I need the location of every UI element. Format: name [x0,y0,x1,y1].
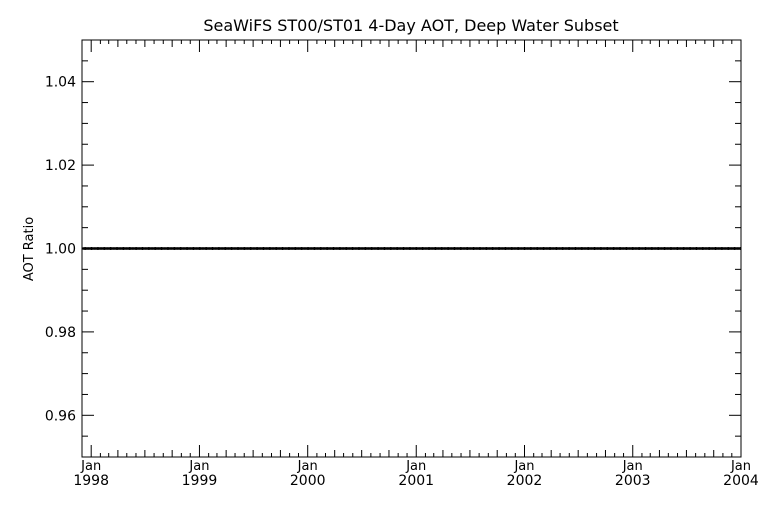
x-tick-month: Jan [405,459,426,474]
x-tick-month: Jan [622,459,643,474]
y-tick-label: 0.96 [45,408,76,424]
series-layer [81,247,741,250]
x-tick-month: Jan [297,459,318,474]
y-tick-label: 1.00 [45,242,76,258]
x-tick-year: 1999 [182,473,218,489]
x-tick-year: 1998 [73,473,109,489]
x-tick-year: 2001 [398,473,434,489]
y-axis-label: AOT Ratio [22,217,37,281]
x-tick-month: Jan [513,459,534,474]
y-tick-label: 1.04 [45,75,76,91]
x-tick-month: Jan [80,459,101,474]
x-tick-year: 2003 [615,473,651,489]
x-tick-year: 2002 [507,473,543,489]
x-tick-year: 2000 [290,473,326,489]
chart-title: SeaWiFS ST00/ST01 4-Day AOT, Deep Water … [203,16,618,35]
x-tick-month: Jan [188,459,209,474]
x-tick-year: 2004 [723,473,759,489]
x-tick-month: Jan [730,459,751,474]
y-tick-label: 0.98 [45,325,76,341]
y-tick-label: 1.02 [45,158,76,174]
x-axis: Jan1998Jan1999Jan2000Jan2001Jan2002Jan20… [73,40,759,489]
